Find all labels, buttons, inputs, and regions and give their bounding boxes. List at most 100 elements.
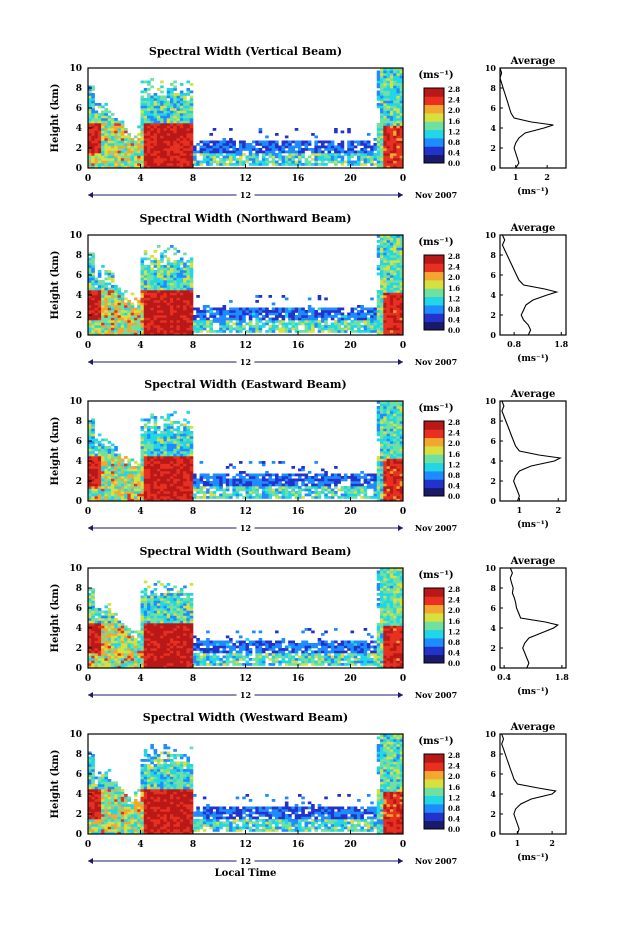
heatmap-cell <box>189 125 194 129</box>
heatmap-cell <box>399 93 404 96</box>
heatmap-cell <box>176 100 181 104</box>
heatmap-cell <box>114 453 118 457</box>
heatmap-cell <box>288 307 292 311</box>
heatmap-cell <box>212 148 217 151</box>
heatmap-cell <box>366 145 371 149</box>
heatmap-cell <box>376 80 381 84</box>
heatmap-cell <box>94 120 99 124</box>
heatmap-cell <box>166 123 171 126</box>
heatmap-cell <box>163 315 168 318</box>
heatmap-cell <box>307 310 312 313</box>
heatmap-cell <box>160 305 164 308</box>
heatmap-cell <box>268 325 273 328</box>
heatmap-cell <box>330 496 335 499</box>
heatmap-cell <box>311 496 315 499</box>
heatmap-cell <box>189 310 194 313</box>
heatmap-cell <box>399 150 404 154</box>
heatmap-cell <box>340 163 345 166</box>
heatmap-cell <box>314 473 318 477</box>
heatmap-cell <box>91 255 95 258</box>
heatmap-cell <box>114 307 118 311</box>
heatmap-cell <box>189 130 194 134</box>
heatmap-cell <box>179 496 184 499</box>
heatmap-cell <box>399 103 404 106</box>
heatmap-cell <box>147 148 151 151</box>
heatmap-cell <box>88 486 92 489</box>
heatmap-cell <box>389 307 394 311</box>
heatmap-cell <box>258 307 263 311</box>
heatmap-cell <box>163 488 168 492</box>
heatmap-cell <box>114 312 118 316</box>
heatmap-cell <box>383 90 387 94</box>
heatmap-cell <box>160 145 164 149</box>
heatmap-cell <box>389 245 394 248</box>
heatmap-cell <box>140 327 145 331</box>
heatmap-cell <box>334 155 338 159</box>
heatmap-cell <box>189 297 194 301</box>
heatmap-cell <box>179 90 184 94</box>
heatmap-cell <box>183 282 187 286</box>
heatmap-cell <box>101 315 105 318</box>
heatmap-cell <box>255 155 259 159</box>
heatmap-cell <box>199 312 204 316</box>
heatmap-cell <box>130 315 135 318</box>
heatmap-cell <box>383 250 387 253</box>
heatmap-cell <box>261 310 266 313</box>
heatmap-cell <box>173 428 177 432</box>
heatmap-cell <box>147 88 151 91</box>
heatmap-cell <box>389 138 394 141</box>
heatmap-cell <box>173 130 177 134</box>
heatmap-cell <box>120 135 125 139</box>
heatmap-cell <box>360 483 364 487</box>
heatmap-cell <box>133 466 138 469</box>
heatmap-cell <box>248 153 253 156</box>
heatmap-cell <box>91 130 95 134</box>
heatmap-cell <box>383 68 387 71</box>
heatmap-cell <box>252 483 256 487</box>
heatmap-cell <box>97 488 102 492</box>
heatmap-cell <box>219 325 223 328</box>
heatmap-cell <box>229 320 233 323</box>
heatmap-cell <box>137 486 141 489</box>
heatmap-cell <box>389 277 394 281</box>
heatmap-cell <box>137 330 141 333</box>
heatmap-cell <box>258 128 263 131</box>
heatmap-cell <box>140 493 145 497</box>
heatmap-cell <box>170 473 174 477</box>
heatmap-cell <box>383 110 387 114</box>
heatmap-cell <box>380 252 384 256</box>
heatmap-cell <box>133 143 138 146</box>
heatmap-cell <box>170 305 174 308</box>
heatmap-cell <box>170 295 174 298</box>
heatmap-cell <box>399 275 404 278</box>
heatmap-cell <box>189 163 194 166</box>
heatmap-cell <box>393 300 397 303</box>
heatmap-cell <box>399 98 404 101</box>
heatmap-cell <box>166 158 171 161</box>
heatmap-cell <box>393 325 397 328</box>
heatmap-cell <box>137 478 141 482</box>
heatmap-cell <box>363 478 368 482</box>
heatmap-cell <box>120 158 125 161</box>
heatmap-cell <box>160 282 164 286</box>
heatmap-cell <box>120 312 125 316</box>
heatmap-cell <box>143 90 148 94</box>
heatmap-cell <box>91 163 95 166</box>
heatmap-cell <box>88 257 92 261</box>
heatmap-cell <box>399 317 404 321</box>
heatmap-cell <box>117 120 122 124</box>
heatmap-cell <box>389 272 394 276</box>
heatmap-cell <box>147 120 151 124</box>
heatmap-cell <box>133 160 138 164</box>
heatmap-cell <box>196 295 200 298</box>
heatmap-cell <box>173 441 177 444</box>
heatmap-cell <box>252 163 256 166</box>
heatmap-cell <box>222 491 227 494</box>
heatmap-cell <box>380 118 384 121</box>
heatmap-cell <box>110 325 115 328</box>
heatmap-cell <box>153 300 158 303</box>
heatmap-cell <box>350 145 355 149</box>
heatmap-cell <box>91 128 95 131</box>
heatmap-cell <box>91 292 95 296</box>
heatmap-cell <box>176 436 181 439</box>
